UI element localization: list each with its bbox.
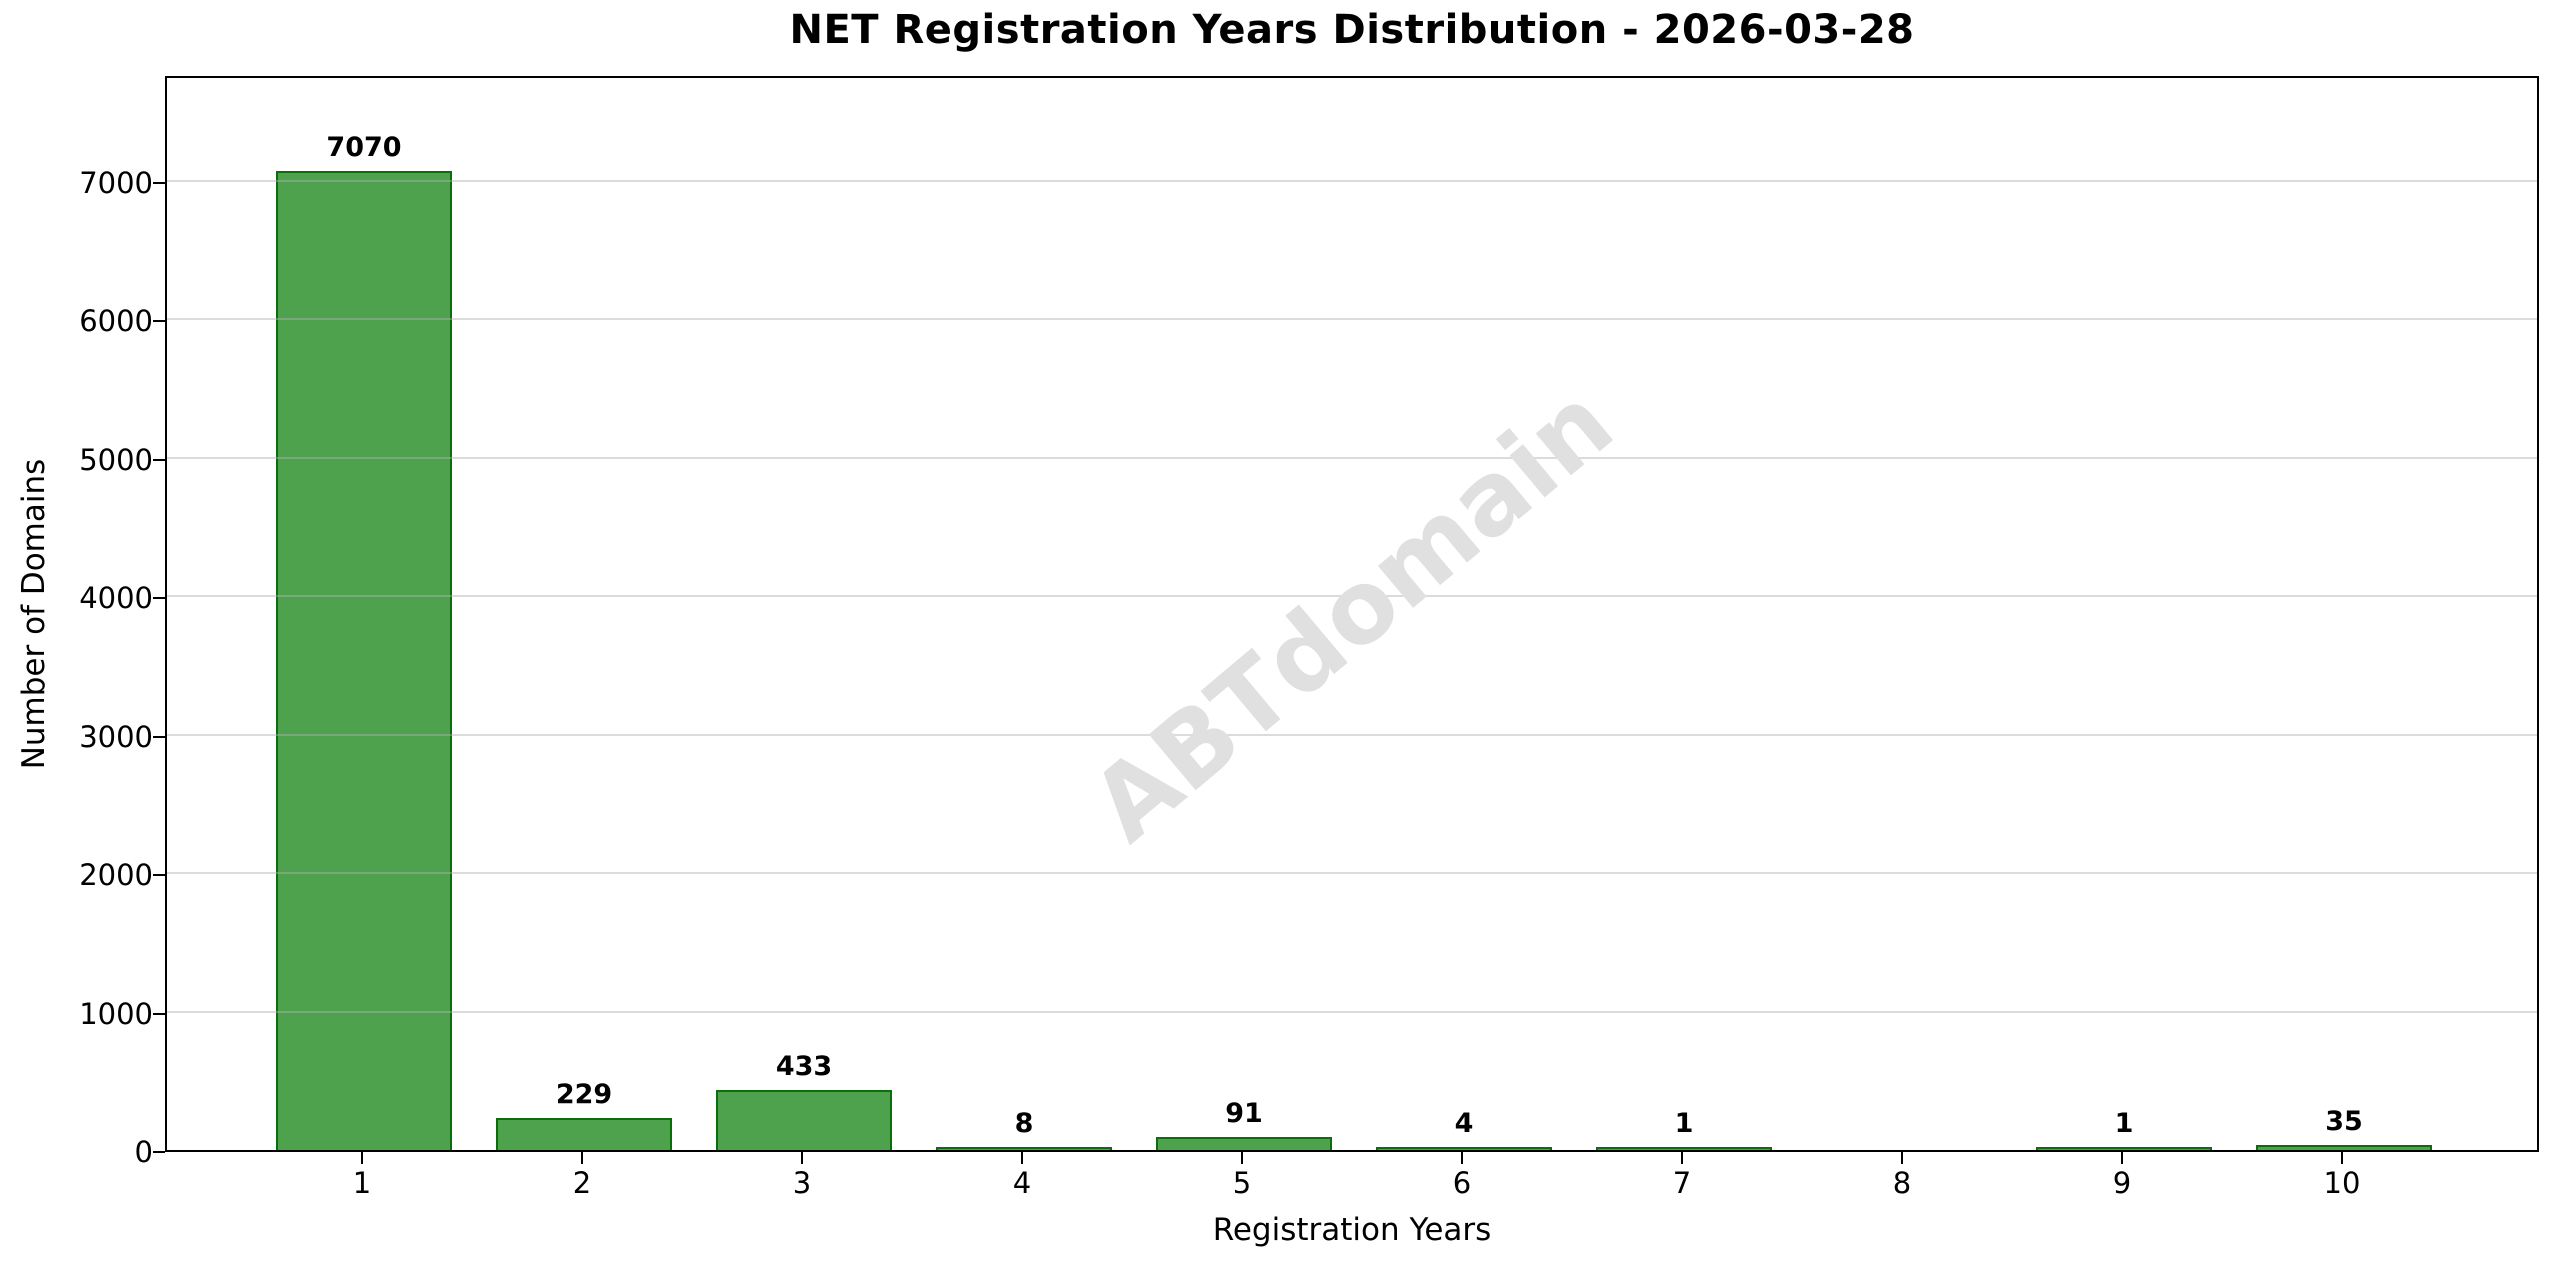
x-tick-mark [1901, 1152, 1903, 1164]
bar [276, 170, 452, 1150]
y-tick-label: 6000 [79, 304, 153, 339]
gridline [167, 318, 2537, 321]
gridline [167, 595, 2537, 598]
x-tick-mark [1461, 1152, 1463, 1164]
x-tick-label: 7 [1672, 1166, 1692, 1200]
bar-value-label: 8 [1014, 1108, 1034, 1139]
bar [496, 1118, 672, 1150]
bar [1376, 1147, 1552, 1150]
bar-value-label: 1 [2114, 1108, 2134, 1139]
chart-title: NET Registration Years Distribution - 20… [789, 7, 1915, 53]
bar [716, 1090, 892, 1150]
plot-area: ABTdomain 7070 229 433 8 91 4 1 1 35 [165, 76, 2539, 1152]
x-tick-mark [2121, 1152, 2123, 1164]
x-tick-label: 1 [352, 1166, 372, 1200]
y-tick-mark [153, 874, 165, 877]
x-tick-mark [2341, 1152, 2343, 1164]
y-tick-mark [153, 735, 165, 738]
y-tick-mark [153, 1012, 165, 1015]
bar-value-label: 4 [1454, 1108, 1474, 1139]
bar [2256, 1145, 2432, 1150]
y-tick-mark [153, 458, 165, 461]
y-tick-mark [153, 320, 165, 323]
y-tick-label: 5000 [79, 442, 153, 477]
x-tick-label: 10 [2323, 1166, 2361, 1200]
gridline [167, 456, 2537, 459]
watermark: ABTdomain [1069, 363, 1635, 865]
y-axis-label: Number of Domains [16, 458, 52, 770]
y-tick-mark [153, 1151, 165, 1153]
x-tick-label: 9 [2112, 1166, 2132, 1200]
y-tick-label: 0 [134, 1135, 153, 1169]
x-tick-label: 6 [1452, 1166, 1472, 1200]
y-tick-label: 1000 [79, 996, 153, 1031]
gridline [167, 872, 2537, 875]
bar-value-label: 91 [1225, 1098, 1263, 1130]
x-tick-label: 8 [1892, 1166, 1912, 1200]
y-tick-label: 4000 [79, 581, 153, 616]
y-tick-label: 2000 [79, 858, 153, 893]
gridline [167, 733, 2537, 736]
y-tick-mark [153, 181, 165, 184]
x-tick-label: 4 [1012, 1166, 1032, 1200]
y-tick-mark [153, 597, 165, 600]
y-tick-label: 7000 [79, 165, 153, 200]
gridline [167, 179, 2537, 182]
gridline [167, 1010, 2537, 1013]
x-tick-mark [1681, 1152, 1683, 1164]
x-tick-mark [1241, 1152, 1243, 1164]
x-tick-mark [361, 1152, 363, 1164]
x-tick-label: 3 [792, 1166, 812, 1200]
bar [936, 1147, 1112, 1150]
x-tick-mark [581, 1152, 583, 1164]
x-tick-mark [801, 1152, 803, 1164]
bar-value-label: 35 [2325, 1106, 2363, 1138]
bar-value-label: 7070 [326, 131, 402, 163]
bar-value-label: 229 [555, 1079, 613, 1111]
bar [1596, 1147, 1772, 1150]
bar [1156, 1137, 1332, 1150]
x-tick-label: 5 [1232, 1166, 1252, 1200]
bar [2036, 1147, 2212, 1150]
y-tick-label: 3000 [79, 719, 153, 754]
bar-value-label: 433 [775, 1051, 833, 1083]
x-tick-mark [1021, 1152, 1023, 1164]
x-tick-label: 2 [572, 1166, 592, 1200]
x-axis-label: Registration Years [1212, 1212, 1492, 1248]
bar-value-label: 1 [1674, 1108, 1694, 1139]
